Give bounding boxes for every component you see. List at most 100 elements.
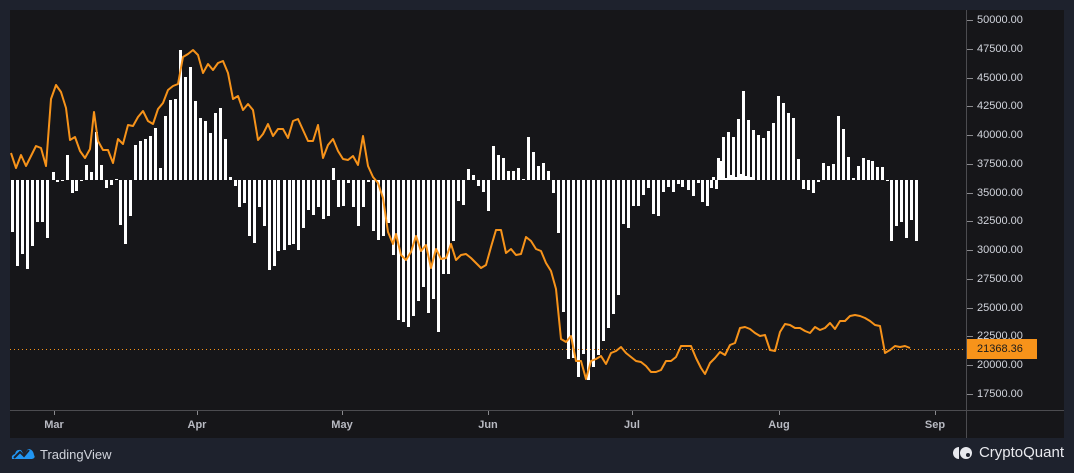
plot-area[interactable]: [10, 10, 966, 410]
histogram-bar: [229, 177, 232, 180]
histogram-bar: [482, 180, 485, 192]
y-tick-label: 22500.00: [977, 330, 1023, 343]
histogram-bar: [342, 180, 345, 206]
histogram-bar: [777, 96, 780, 180]
x-tick-label: Aug: [768, 419, 790, 431]
tradingview-brand[interactable]: TradingView: [10, 446, 112, 462]
histogram-bar: [720, 161, 723, 180]
histogram-bar: [722, 137, 725, 180]
histogram-bar: [52, 172, 55, 180]
histogram-bar: [100, 165, 103, 180]
histogram-bar: [387, 180, 390, 223]
histogram-bar: [637, 180, 640, 206]
histogram-bar: [742, 91, 745, 180]
histogram-bar: [915, 180, 918, 241]
histogram-bar: [234, 180, 237, 186]
histogram-bar: [502, 158, 505, 180]
histogram-bar: [427, 180, 430, 313]
histogram-bar: [692, 180, 695, 196]
histogram-bar: [842, 129, 845, 180]
histogram-bar: [422, 180, 425, 287]
histogram-bar: [372, 180, 375, 231]
y-tick: [967, 336, 973, 338]
histogram-bar: [258, 180, 261, 207]
histogram-bar: [602, 180, 605, 341]
histogram-bar: [832, 164, 835, 180]
histogram-bar: [642, 180, 645, 195]
histogram-bar: [95, 132, 98, 180]
histogram-bar: [352, 180, 355, 207]
histogram-bar: [268, 180, 271, 270]
histogram-bar: [592, 180, 595, 367]
histogram-bar: [607, 180, 610, 328]
histogram-bar: [627, 180, 630, 228]
histogram-bar: [715, 180, 718, 189]
histogram-bar: [652, 180, 655, 214]
histogram-bar: [11, 180, 14, 232]
footer: TradingView CryptoQuant: [0, 438, 1074, 473]
histogram-bar: [687, 180, 690, 190]
histogram-bar: [876, 167, 879, 180]
histogram-bar: [732, 137, 735, 180]
histogram-bar: [402, 180, 405, 322]
histogram-bar: [552, 180, 555, 193]
histogram-bar: [487, 180, 490, 211]
histogram-bar: [273, 180, 276, 266]
histogram-bar: [347, 180, 350, 183]
y-tick: [967, 250, 973, 252]
cryptoquant-brand[interactable]: CryptoQuant: [952, 444, 1064, 461]
histogram-bar: [547, 171, 550, 180]
y-tick: [967, 135, 973, 137]
histogram-bar: [657, 180, 660, 216]
histogram-bar: [730, 175, 733, 180]
histogram-bar: [337, 180, 340, 207]
histogram-bar: [647, 180, 650, 188]
histogram-bar: [407, 180, 410, 327]
histogram-bar: [667, 180, 670, 187]
histogram-bar: [194, 101, 197, 180]
histogram-bar: [617, 180, 620, 295]
histogram-bar: [697, 180, 700, 183]
histogram-bar: [292, 180, 295, 244]
tradingview-label: TradingView: [40, 446, 112, 462]
histogram-bar: [727, 132, 730, 180]
y-tick-label: 25000.00: [977, 301, 1023, 314]
histogram-bar: [567, 180, 570, 359]
y-tick: [967, 394, 973, 395]
histogram-bar: [881, 167, 884, 180]
histogram-bar: [71, 180, 74, 193]
y-tick: [967, 365, 973, 367]
histogram-bar: [612, 180, 615, 314]
histogram-bar: [512, 171, 515, 180]
histogram-bar: [392, 180, 395, 255]
histogram-bar: [327, 180, 330, 216]
histogram-bar: [672, 180, 675, 192]
histogram-bar: [582, 180, 585, 354]
histogram-bar: [802, 180, 805, 189]
chart-panel[interactable]: 50000.00 47500.00 45000.00 42500.00 40000.00…: [10, 10, 1064, 438]
histogram-bar: [184, 77, 187, 180]
y-tick: [967, 192, 973, 194]
price-axis[interactable]: 50000.00 47500.00 45000.00 42500.00 40000.00…: [966, 10, 1065, 410]
x-tick: [779, 411, 780, 415]
histogram-bar: [283, 180, 286, 250]
histogram-bar: [312, 180, 315, 215]
tradingview-logo-icon: [11, 449, 35, 459]
histogram-bar: [46, 180, 49, 238]
histogram-bar: [492, 146, 495, 180]
histogram-bar: [562, 180, 565, 312]
histogram-bar: [110, 180, 113, 185]
histogram-bar: [189, 67, 192, 180]
y-tick-label: 17500.00: [977, 388, 1023, 400]
histogram-bar: [214, 113, 217, 180]
y-tick: [967, 48, 973, 50]
histogram-bar: [827, 166, 830, 180]
y-tick: [967, 278, 973, 280]
histogram-bar: [477, 180, 480, 186]
time-axis[interactable]: Mar Apr May Jun Jul Aug Sep: [10, 410, 966, 439]
histogram-bar: [332, 168, 335, 180]
histogram-bar: [31, 180, 34, 246]
histogram-bar: [144, 139, 147, 180]
histogram-bar: [852, 178, 855, 180]
x-tick: [54, 411, 55, 415]
